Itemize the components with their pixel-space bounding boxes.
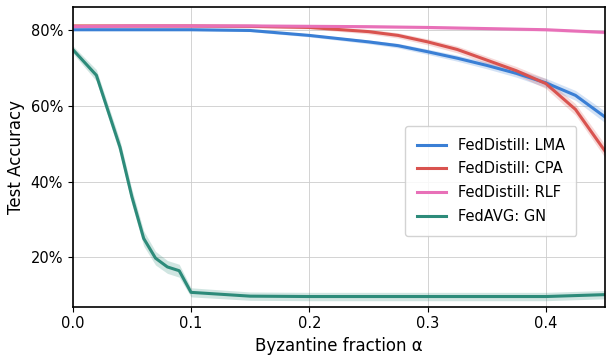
X-axis label: Byzantine fraction α: Byzantine fraction α — [255, 337, 423, 355]
FedAVG: GN: (0.25, 0.097): GN: (0.25, 0.097) — [365, 294, 372, 299]
FedDistill: CPA: (0.275, 0.785): CPA: (0.275, 0.785) — [394, 33, 401, 38]
FedAVG: GN: (0.04, 0.49): GN: (0.04, 0.49) — [116, 145, 124, 150]
FedDistill: LMA: (0.2, 0.785): LMA: (0.2, 0.785) — [305, 33, 313, 38]
FedDistill: RLF: (0.2, 0.809): RLF: (0.2, 0.809) — [305, 24, 313, 29]
FedDistill: LMA: (0.35, 0.706): LMA: (0.35, 0.706) — [483, 63, 490, 68]
FedAVG: GN: (0.08, 0.175): GN: (0.08, 0.175) — [163, 265, 171, 269]
FedDistill: CPA: (0.05, 0.81): CPA: (0.05, 0.81) — [128, 24, 135, 28]
Line: FedAVG: GN: FedAVG: GN — [73, 50, 605, 296]
FedAVG: GN: (0.3, 0.097): GN: (0.3, 0.097) — [424, 294, 431, 299]
FedDistill: CPA: (0.25, 0.795): CPA: (0.25, 0.795) — [365, 29, 372, 34]
FedDistill: RLF: (0.05, 0.81): RLF: (0.05, 0.81) — [128, 24, 135, 28]
FedAVG: GN: (0.05, 0.36): GN: (0.05, 0.36) — [128, 194, 135, 199]
FedDistill: RLF: (0.25, 0.808): RLF: (0.25, 0.808) — [365, 25, 372, 29]
Y-axis label: Test Accuracy: Test Accuracy — [7, 100, 25, 214]
FedDistill: RLF: (0, 0.808): RLF: (0, 0.808) — [69, 25, 76, 29]
FedAVG: GN: (0, 0.748): GN: (0, 0.748) — [69, 47, 76, 52]
FedDistill: LMA: (0.3, 0.742): LMA: (0.3, 0.742) — [424, 50, 431, 54]
FedDistill: RLF: (0.3, 0.806): RLF: (0.3, 0.806) — [424, 25, 431, 30]
FedDistill: CPA: (0.375, 0.692): CPA: (0.375, 0.692) — [513, 68, 520, 73]
FedDistill: CPA: (0.45, 0.48): CPA: (0.45, 0.48) — [602, 149, 609, 153]
FedDistill: CPA: (0.3, 0.768): CPA: (0.3, 0.768) — [424, 40, 431, 44]
FedAVG: GN: (0.02, 0.68): GN: (0.02, 0.68) — [92, 73, 100, 77]
FedAVG: GN: (0.2, 0.097): GN: (0.2, 0.097) — [305, 294, 313, 299]
FedDistill: RLF: (0.15, 0.81): RLF: (0.15, 0.81) — [247, 24, 254, 28]
FedDistill: LMA: (0.325, 0.725): LMA: (0.325, 0.725) — [453, 56, 461, 60]
FedDistill: RLF: (0.35, 0.803): RLF: (0.35, 0.803) — [483, 26, 490, 31]
FedDistill: LMA: (0.275, 0.758): LMA: (0.275, 0.758) — [394, 43, 401, 48]
Legend: FedDistill: LMA, FedDistill: CPA, FedDistill: RLF, FedAVG: GN: FedDistill: LMA, FedDistill: CPA, FedDis… — [405, 126, 577, 236]
FedDistill: CPA: (0.2, 0.806): CPA: (0.2, 0.806) — [305, 25, 313, 30]
Line: FedDistill: RLF: FedDistill: RLF — [73, 26, 605, 32]
FedDistill: LMA: (0.25, 0.768): LMA: (0.25, 0.768) — [365, 40, 372, 44]
FedDistill: CPA: (0.35, 0.72): CPA: (0.35, 0.72) — [483, 58, 490, 62]
FedAVG: GN: (0.07, 0.198): GN: (0.07, 0.198) — [152, 256, 159, 260]
FedDistill: RLF: (0.45, 0.793): RLF: (0.45, 0.793) — [602, 30, 609, 34]
FedAVG: GN: (0.09, 0.165): GN: (0.09, 0.165) — [176, 269, 183, 273]
FedAVG: GN: (0.1, 0.108): GN: (0.1, 0.108) — [187, 290, 195, 295]
FedDistill: LMA: (0, 0.8): LMA: (0, 0.8) — [69, 28, 76, 32]
FedAVG: GN: (0.15, 0.098): GN: (0.15, 0.098) — [247, 294, 254, 298]
FedAVG: GN: (0.4, 0.097): GN: (0.4, 0.097) — [542, 294, 550, 299]
FedDistill: CPA: (0.325, 0.748): CPA: (0.325, 0.748) — [453, 47, 461, 52]
FedDistill: CPA: (0.4, 0.658): CPA: (0.4, 0.658) — [542, 81, 550, 86]
FedDistill: CPA: (0.1, 0.81): CPA: (0.1, 0.81) — [187, 24, 195, 28]
FedDistill: LMA: (0.1, 0.8): LMA: (0.1, 0.8) — [187, 28, 195, 32]
FedAVG: GN: (0.35, 0.097): GN: (0.35, 0.097) — [483, 294, 490, 299]
FedDistill: LMA: (0.45, 0.57): LMA: (0.45, 0.57) — [602, 115, 609, 119]
FedDistill: LMA: (0.15, 0.798): LMA: (0.15, 0.798) — [247, 28, 254, 33]
FedDistill: CPA: (0.15, 0.809): CPA: (0.15, 0.809) — [247, 24, 254, 29]
FedDistill: RLF: (0.4, 0.8): RLF: (0.4, 0.8) — [542, 28, 550, 32]
Line: FedDistill: CPA: FedDistill: CPA — [73, 26, 605, 151]
FedDistill: LMA: (0.4, 0.66): LMA: (0.4, 0.66) — [542, 81, 550, 85]
FedDistill: CPA: (0.425, 0.59): CPA: (0.425, 0.59) — [572, 107, 579, 111]
FedDistill: LMA: (0.05, 0.8): LMA: (0.05, 0.8) — [128, 28, 135, 32]
FedDistill: LMA: (0.375, 0.685): LMA: (0.375, 0.685) — [513, 71, 520, 76]
FedDistill: LMA: (0.425, 0.627): LMA: (0.425, 0.627) — [572, 93, 579, 97]
FedAVG: GN: (0.45, 0.102): GN: (0.45, 0.102) — [602, 292, 609, 297]
FedDistill: CPA: (0, 0.81): CPA: (0, 0.81) — [69, 24, 76, 28]
Line: FedDistill: LMA: FedDistill: LMA — [73, 30, 605, 117]
FedAVG: GN: (0.06, 0.25): GN: (0.06, 0.25) — [140, 236, 147, 241]
FedDistill: RLF: (0.1, 0.81): RLF: (0.1, 0.81) — [187, 24, 195, 28]
